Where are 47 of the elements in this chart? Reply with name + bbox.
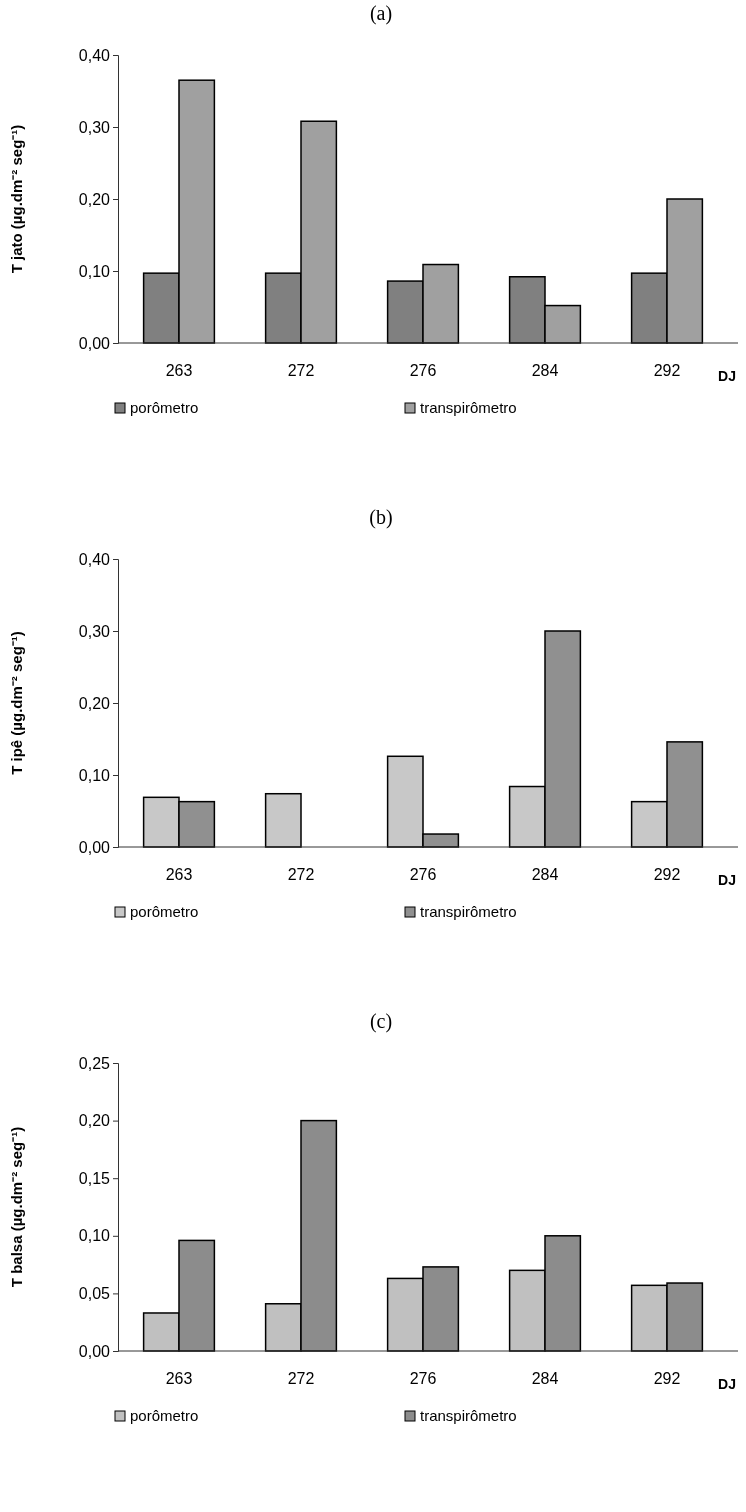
y-tick-label: 0,00 (78, 1342, 111, 1360)
y-tick-label: 0,10 (78, 262, 111, 280)
x-tick-label: 292 (653, 866, 681, 884)
x-tick-label: 276 (409, 362, 437, 380)
y-tick-label: 0,00 (78, 334, 111, 352)
x-tick-label: 292 (653, 1370, 681, 1388)
legend-label: transpirômetro (420, 1407, 517, 1424)
chart-title: (a) (369, 2, 393, 25)
x-tick-label: 272 (287, 362, 315, 380)
x-tick-label: 284 (531, 866, 559, 884)
y-tick-label: 0,30 (78, 118, 111, 136)
legend-label: porômetro (130, 1407, 199, 1424)
y-tick-label: 0,20 (78, 694, 111, 712)
x-tick-label: 272 (287, 1370, 315, 1388)
x-axis-title: DJ (718, 872, 736, 888)
y-tick-label: 0,30 (78, 622, 111, 640)
y-axis-title: T ipê (µg.dm⁻² seg⁻¹) (8, 631, 25, 775)
legend-label: transpirômetro (420, 903, 517, 920)
y-tick-label: 0,05 (78, 1285, 111, 1303)
x-axis-title: DJ (718, 368, 736, 384)
legend-label: porômetro (130, 903, 199, 920)
y-tick-label: 0,10 (78, 766, 111, 784)
x-tick-label: 292 (653, 362, 681, 380)
bar (264, 792, 302, 848)
y-tick-label: 0,40 (78, 550, 111, 568)
legend-label: transpirômetro (420, 399, 517, 416)
x-tick-label: 276 (409, 866, 437, 884)
y-axis-title: T balsa (µg.dm⁻² seg⁻¹) (8, 1126, 25, 1288)
x-tick-label: 284 (531, 362, 559, 380)
chart-title: (c) (369, 1010, 393, 1033)
x-tick-label: 284 (531, 1370, 559, 1388)
legend-label: porômetro (130, 399, 199, 416)
y-tick-label: 0,15 (78, 1169, 111, 1187)
y-tick-label: 0,25 (78, 1054, 111, 1072)
x-tick-label: 272 (287, 866, 315, 884)
x-tick-label: 276 (409, 1370, 437, 1388)
y-tick-label: 0,00 (78, 838, 111, 856)
y-tick-label: 0,20 (78, 190, 111, 208)
y-tick-label: 0,20 (78, 1112, 111, 1130)
x-tick-label: 263 (165, 1370, 193, 1388)
y-axis-title: T jato (µg.dm⁻² seg⁻¹) (8, 124, 25, 274)
y-tick-label: 0,10 (78, 1227, 111, 1245)
x-axis-title: DJ (718, 1376, 736, 1392)
chart-title: (b) (369, 506, 393, 529)
x-tick-label: 263 (165, 362, 193, 380)
y-tick-label: 0,40 (78, 46, 111, 64)
x-tick-label: 263 (165, 866, 193, 884)
